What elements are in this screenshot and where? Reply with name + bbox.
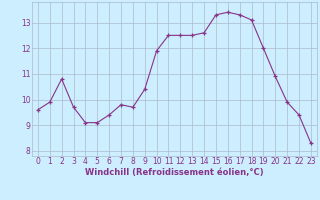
X-axis label: Windchill (Refroidissement éolien,°C): Windchill (Refroidissement éolien,°C) bbox=[85, 168, 264, 177]
